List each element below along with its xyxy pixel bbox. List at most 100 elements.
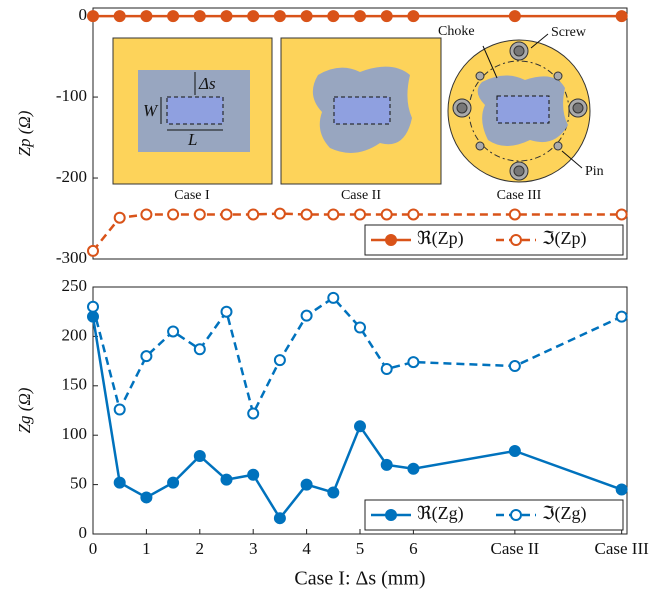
marker — [220, 208, 233, 221]
marker — [354, 321, 366, 334]
screw — [456, 102, 468, 114]
marker — [167, 325, 180, 338]
marker — [247, 10, 260, 23]
slot — [166, 96, 224, 125]
x-tick-label: 3 — [249, 539, 258, 558]
pin — [475, 71, 485, 81]
plot-frame — [92, 7, 628, 260]
annotation: Screw — [551, 25, 587, 40]
marker — [508, 360, 521, 373]
marker — [327, 291, 340, 304]
marker — [113, 10, 126, 23]
annotation: Pin — [585, 164, 604, 179]
marker — [380, 363, 393, 376]
marker — [380, 458, 393, 471]
pin — [475, 141, 485, 151]
annotation: Δs — [198, 74, 216, 93]
pointer — [482, 45, 498, 79]
marker — [354, 420, 366, 433]
y-tick-label: 50 — [70, 474, 87, 493]
x-tick-label: 2 — [196, 539, 205, 558]
y-tick-label: 100 — [62, 424, 88, 443]
legend-marker — [385, 509, 397, 521]
annotation: W — [143, 101, 159, 120]
marker — [327, 486, 340, 499]
y-tick-label: -100 — [56, 86, 87, 105]
legend-label: ℜ(Zg) — [417, 503, 464, 524]
marker — [167, 476, 180, 489]
annotation: Choke — [438, 24, 475, 39]
marker — [407, 356, 420, 369]
marker — [193, 208, 206, 221]
x-tick-label: 6 — [409, 539, 418, 558]
legend-marker — [510, 234, 522, 246]
case-label: Case III — [497, 188, 542, 203]
screw — [513, 45, 525, 57]
marker — [87, 10, 99, 23]
pin — [553, 141, 563, 151]
pointer — [561, 150, 583, 169]
marker — [407, 208, 420, 221]
legend-marker — [385, 234, 397, 246]
y-axis-label: Zg (Ω) — [15, 387, 34, 433]
marker — [247, 468, 260, 481]
marker — [407, 10, 420, 23]
marker — [380, 208, 393, 221]
case-label: Case II — [341, 188, 381, 203]
marker — [87, 244, 99, 257]
x-tick-label: 4 — [302, 539, 311, 558]
marker — [273, 10, 286, 23]
legend-label: ℜ(Zp) — [417, 228, 464, 249]
marker — [615, 483, 628, 496]
legend-label: ℑ(Zp) — [542, 228, 587, 249]
y-axis-label: Zp (Ω) — [15, 110, 34, 156]
series-line — [91, 296, 623, 417]
marker — [113, 211, 126, 224]
marker — [508, 208, 521, 221]
marker — [140, 491, 153, 504]
legend-marker — [510, 509, 522, 521]
y-tick-label: 200 — [62, 325, 88, 344]
marker — [220, 473, 233, 486]
y-tick-label: 250 — [62, 276, 88, 295]
marker — [140, 350, 153, 363]
x-tick-label: 5 — [356, 539, 365, 558]
marker — [273, 207, 286, 220]
marker — [247, 407, 260, 420]
marker — [87, 300, 99, 313]
legend-box — [364, 224, 624, 256]
marker — [327, 10, 340, 23]
case-label: Case I — [174, 188, 210, 203]
screw — [572, 102, 584, 114]
slot — [496, 95, 550, 124]
marker — [193, 343, 206, 356]
marker — [508, 10, 521, 23]
x-tick-label: 1 — [142, 539, 151, 558]
marker — [300, 10, 313, 23]
marker — [300, 478, 313, 491]
marker — [220, 10, 233, 23]
y-tick-label: -200 — [56, 167, 87, 186]
y-tick-label: -300 — [56, 248, 87, 267]
marker — [273, 512, 286, 525]
marker — [615, 310, 628, 323]
marker — [140, 208, 153, 221]
x-tick-label: Case III — [595, 539, 650, 558]
y-tick-label: 0 — [79, 5, 88, 24]
pin — [553, 71, 563, 81]
marker — [300, 208, 313, 221]
y-tick-label: 150 — [62, 375, 88, 394]
marker — [615, 10, 628, 23]
marker — [193, 449, 206, 462]
marker — [113, 403, 126, 416]
marker — [327, 208, 340, 221]
x-axis-label: Case I: Δs (mm) — [294, 568, 425, 590]
marker — [273, 354, 286, 367]
y-tick-label: 0 — [79, 523, 88, 542]
annotation: L — [187, 130, 197, 149]
x-tick-label: Case II — [491, 539, 540, 558]
marker — [354, 10, 366, 23]
legend-label: ℑ(Zg) — [542, 503, 587, 524]
slot — [333, 96, 391, 125]
